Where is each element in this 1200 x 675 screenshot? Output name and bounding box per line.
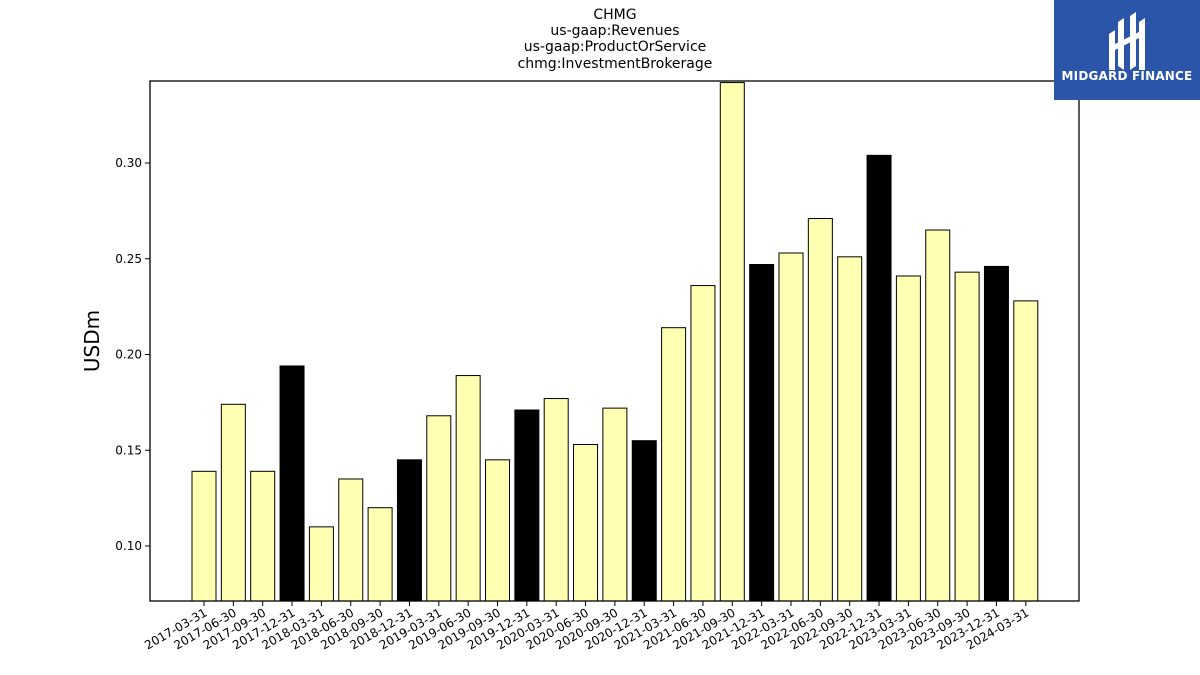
y-tick-label: 0.10 bbox=[115, 539, 142, 553]
bar-2020-12-31 bbox=[631, 440, 657, 602]
bar-2020-03-31 bbox=[543, 398, 569, 602]
bars-group bbox=[191, 82, 1039, 602]
bar-2018-06-30 bbox=[338, 478, 364, 602]
bar-2022-09-30 bbox=[837, 256, 863, 602]
y-axis: 0.10 0.15 0.20 0.25 0.30 bbox=[115, 156, 150, 553]
x-axis: 2017-03-312017-06-302017-09-302017-12-31… bbox=[142, 601, 1031, 652]
bar-2019-09-30 bbox=[485, 459, 510, 602]
bar-2019-12-31 bbox=[514, 409, 540, 602]
bar-2020-06-30 bbox=[573, 444, 599, 602]
brand-mark-icon bbox=[1109, 12, 1145, 70]
y-tick-label: 0.15 bbox=[115, 443, 142, 457]
bar-2018-12-31 bbox=[396, 459, 422, 602]
y-tick-label: 0.25 bbox=[115, 252, 142, 266]
bar-2024-03-31 bbox=[1013, 300, 1039, 602]
y-tick-label: 0.30 bbox=[115, 156, 142, 170]
bar-2022-06-30 bbox=[807, 218, 833, 602]
bar-2021-09-30 bbox=[719, 82, 745, 602]
bar-2019-03-31 bbox=[426, 415, 452, 602]
y-tick-label: 0.20 bbox=[115, 348, 142, 362]
bar-2023-12-31 bbox=[983, 265, 1009, 602]
bar-2022-03-31 bbox=[778, 252, 804, 602]
bar-2017-03-31 bbox=[191, 470, 217, 602]
bar-2023-09-30 bbox=[954, 271, 980, 602]
bar-2021-12-31 bbox=[749, 264, 775, 602]
bar-2018-09-30 bbox=[367, 507, 393, 602]
bar-2023-03-31 bbox=[895, 275, 921, 602]
bar-2019-06-30 bbox=[455, 375, 481, 602]
brand-logo-text: MIDGARD FINANCE bbox=[1061, 69, 1193, 83]
chart-title-line-4: chmg:InvestmentBrokerage bbox=[517, 56, 713, 72]
brand-logo: MIDGARD FINANCE bbox=[1054, 0, 1200, 100]
bar-2017-06-30 bbox=[220, 403, 246, 602]
bar-2022-12-31 bbox=[866, 154, 892, 602]
bar-2021-06-30 bbox=[690, 285, 716, 602]
bar-2017-12-31 bbox=[279, 365, 305, 602]
bar-2017-09-30 bbox=[250, 470, 276, 602]
chart-title-line-1: CHMG bbox=[593, 7, 637, 23]
chart-title-line-3: us-gaap:ProductOrService bbox=[523, 39, 707, 55]
bar-2023-06-30 bbox=[925, 229, 951, 602]
y-axis-label: USDm bbox=[80, 310, 104, 372]
bar-2021-03-31 bbox=[661, 327, 687, 602]
chart-title-line-2: us-gaap:Revenues bbox=[550, 23, 680, 39]
bar-2020-09-30 bbox=[602, 407, 628, 602]
bar-2018-03-31 bbox=[308, 526, 334, 602]
